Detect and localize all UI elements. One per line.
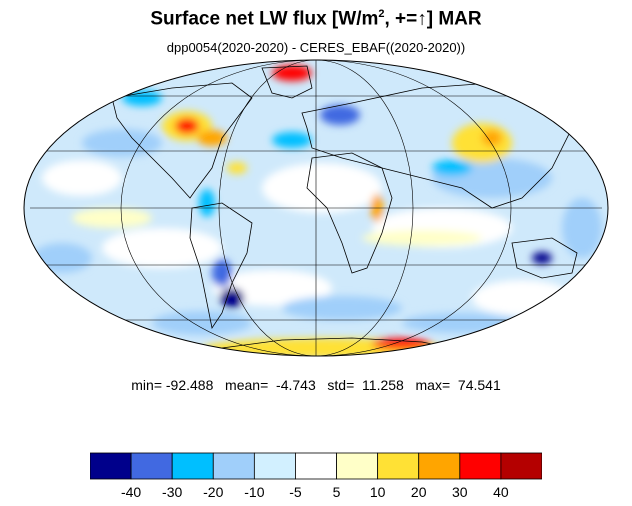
colorbar-tick-label: 30: [452, 484, 468, 500]
colorbar-swatch: [418, 452, 461, 480]
statistics-line: min= -92.488 mean= -4.743 std= 11.258 ma…: [131, 377, 501, 393]
colorbar-tick-label: 20: [410, 484, 427, 500]
colorbar-swatch: [459, 452, 502, 480]
colorbar-tick-label: -10: [244, 484, 265, 500]
colorbar-swatch: [336, 452, 379, 480]
colorbar-swatch: [130, 452, 173, 480]
colorbar-tick-label: -5: [289, 484, 302, 500]
up-arrow-icon: ↑: [417, 8, 427, 30]
colorbar-swatch: [212, 452, 255, 480]
colorbar-tick-label: -40: [120, 484, 142, 500]
std-value: 11.258: [362, 377, 404, 393]
colorbar-swatch: [171, 452, 214, 480]
colorbar-swatch: [500, 452, 542, 480]
colorbar-tick-label: 10: [369, 484, 386, 500]
map-subtitle: dpp0054(2020-2020) - CERES_EBAF((2020-20…: [166, 40, 466, 55]
colorbar-swatch: [377, 452, 420, 480]
map-title: Surface net LW flux [W/m2, +=↑] MAR: [150, 8, 482, 30]
colorbar-tick-label: -20: [203, 484, 224, 500]
colorbar-tick-label: -30: [162, 484, 183, 500]
colorbar-swatch: [90, 452, 132, 480]
mean-value: -4.743: [276, 377, 316, 393]
min-value: -92.488: [165, 377, 214, 393]
colorbar: [90, 452, 542, 480]
colorbar-swatch: [253, 452, 296, 480]
colorbar-tick-label: 40: [493, 484, 509, 500]
colorbar-tick-label: 5: [332, 484, 341, 500]
max-value: 74.541: [457, 377, 501, 393]
colorbar-swatch: [295, 452, 337, 480]
world-map: [23, 59, 609, 357]
